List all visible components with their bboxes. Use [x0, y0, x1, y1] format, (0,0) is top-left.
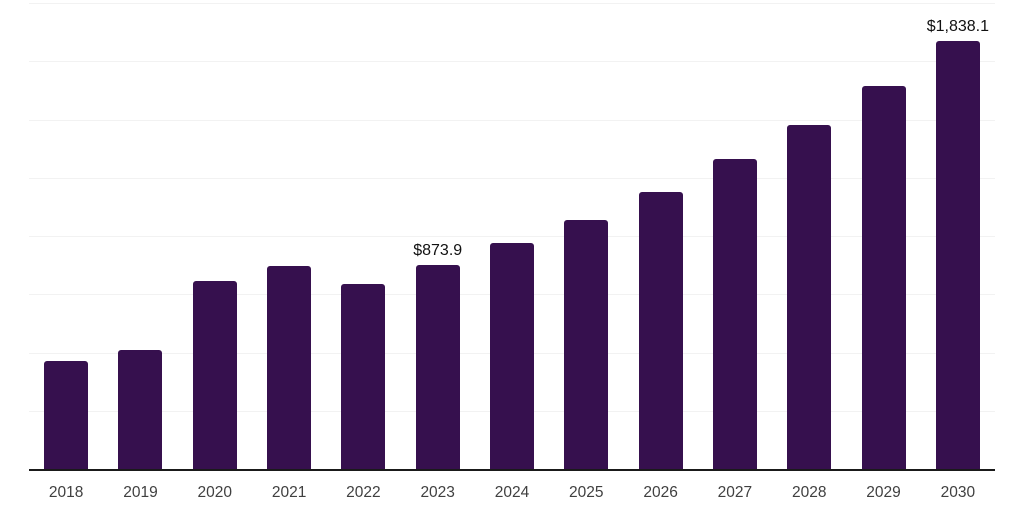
bar-2026: [638, 191, 683, 469]
bar-2027: [712, 159, 757, 469]
x-tick-label-2027: 2027: [717, 484, 753, 501]
bar-2020: [192, 281, 237, 469]
gridline: [29, 119, 995, 121]
bar-2019: [118, 350, 163, 469]
gridline: [29, 61, 995, 63]
x-tick-label-2021: 2021: [271, 484, 307, 501]
gridline: [29, 236, 995, 237]
value-label-2030: $1,838.1: [926, 17, 989, 35]
gridline: [29, 3, 995, 4]
x-tick-label-2023: 2023: [420, 484, 455, 501]
x-tick-label-2028: 2028: [791, 484, 827, 501]
x-tick-label-2026: 2026: [643, 484, 678, 501]
bar-2018: [44, 360, 89, 469]
x-tick-label-2029: 2029: [866, 484, 901, 501]
x-tick-label-2025: 2025: [569, 484, 604, 501]
x-tick-label-2019: 2019: [123, 484, 158, 501]
bar-2028: [787, 125, 832, 469]
x-axis: 2018 2019 2020 2021 2022 2023 2024 2025 2026 2027…: [29, 481, 995, 505]
x-tick-label-2022: 2022: [346, 484, 381, 501]
x-axis-line: [29, 469, 995, 471]
bar-2022: [341, 283, 386, 469]
bar-2025: [564, 219, 609, 469]
bar-2030: [935, 40, 980, 469]
x-tick-label-2030: 2030: [940, 484, 976, 501]
x-tick-label-2018: 2018: [48, 484, 84, 501]
x-tick-label-2024: 2024: [494, 484, 530, 501]
x-tick-label-2020: 2020: [197, 484, 232, 501]
value-label-2023: $873.9: [413, 242, 463, 260]
bar-2029: [861, 85, 906, 469]
bar-2024: [490, 243, 534, 469]
bar-2023: [415, 265, 460, 469]
bar-2021: [267, 266, 312, 469]
gridline: [29, 177, 995, 179]
plot-area: $873.9 $1,838.1: [29, 3, 995, 471]
